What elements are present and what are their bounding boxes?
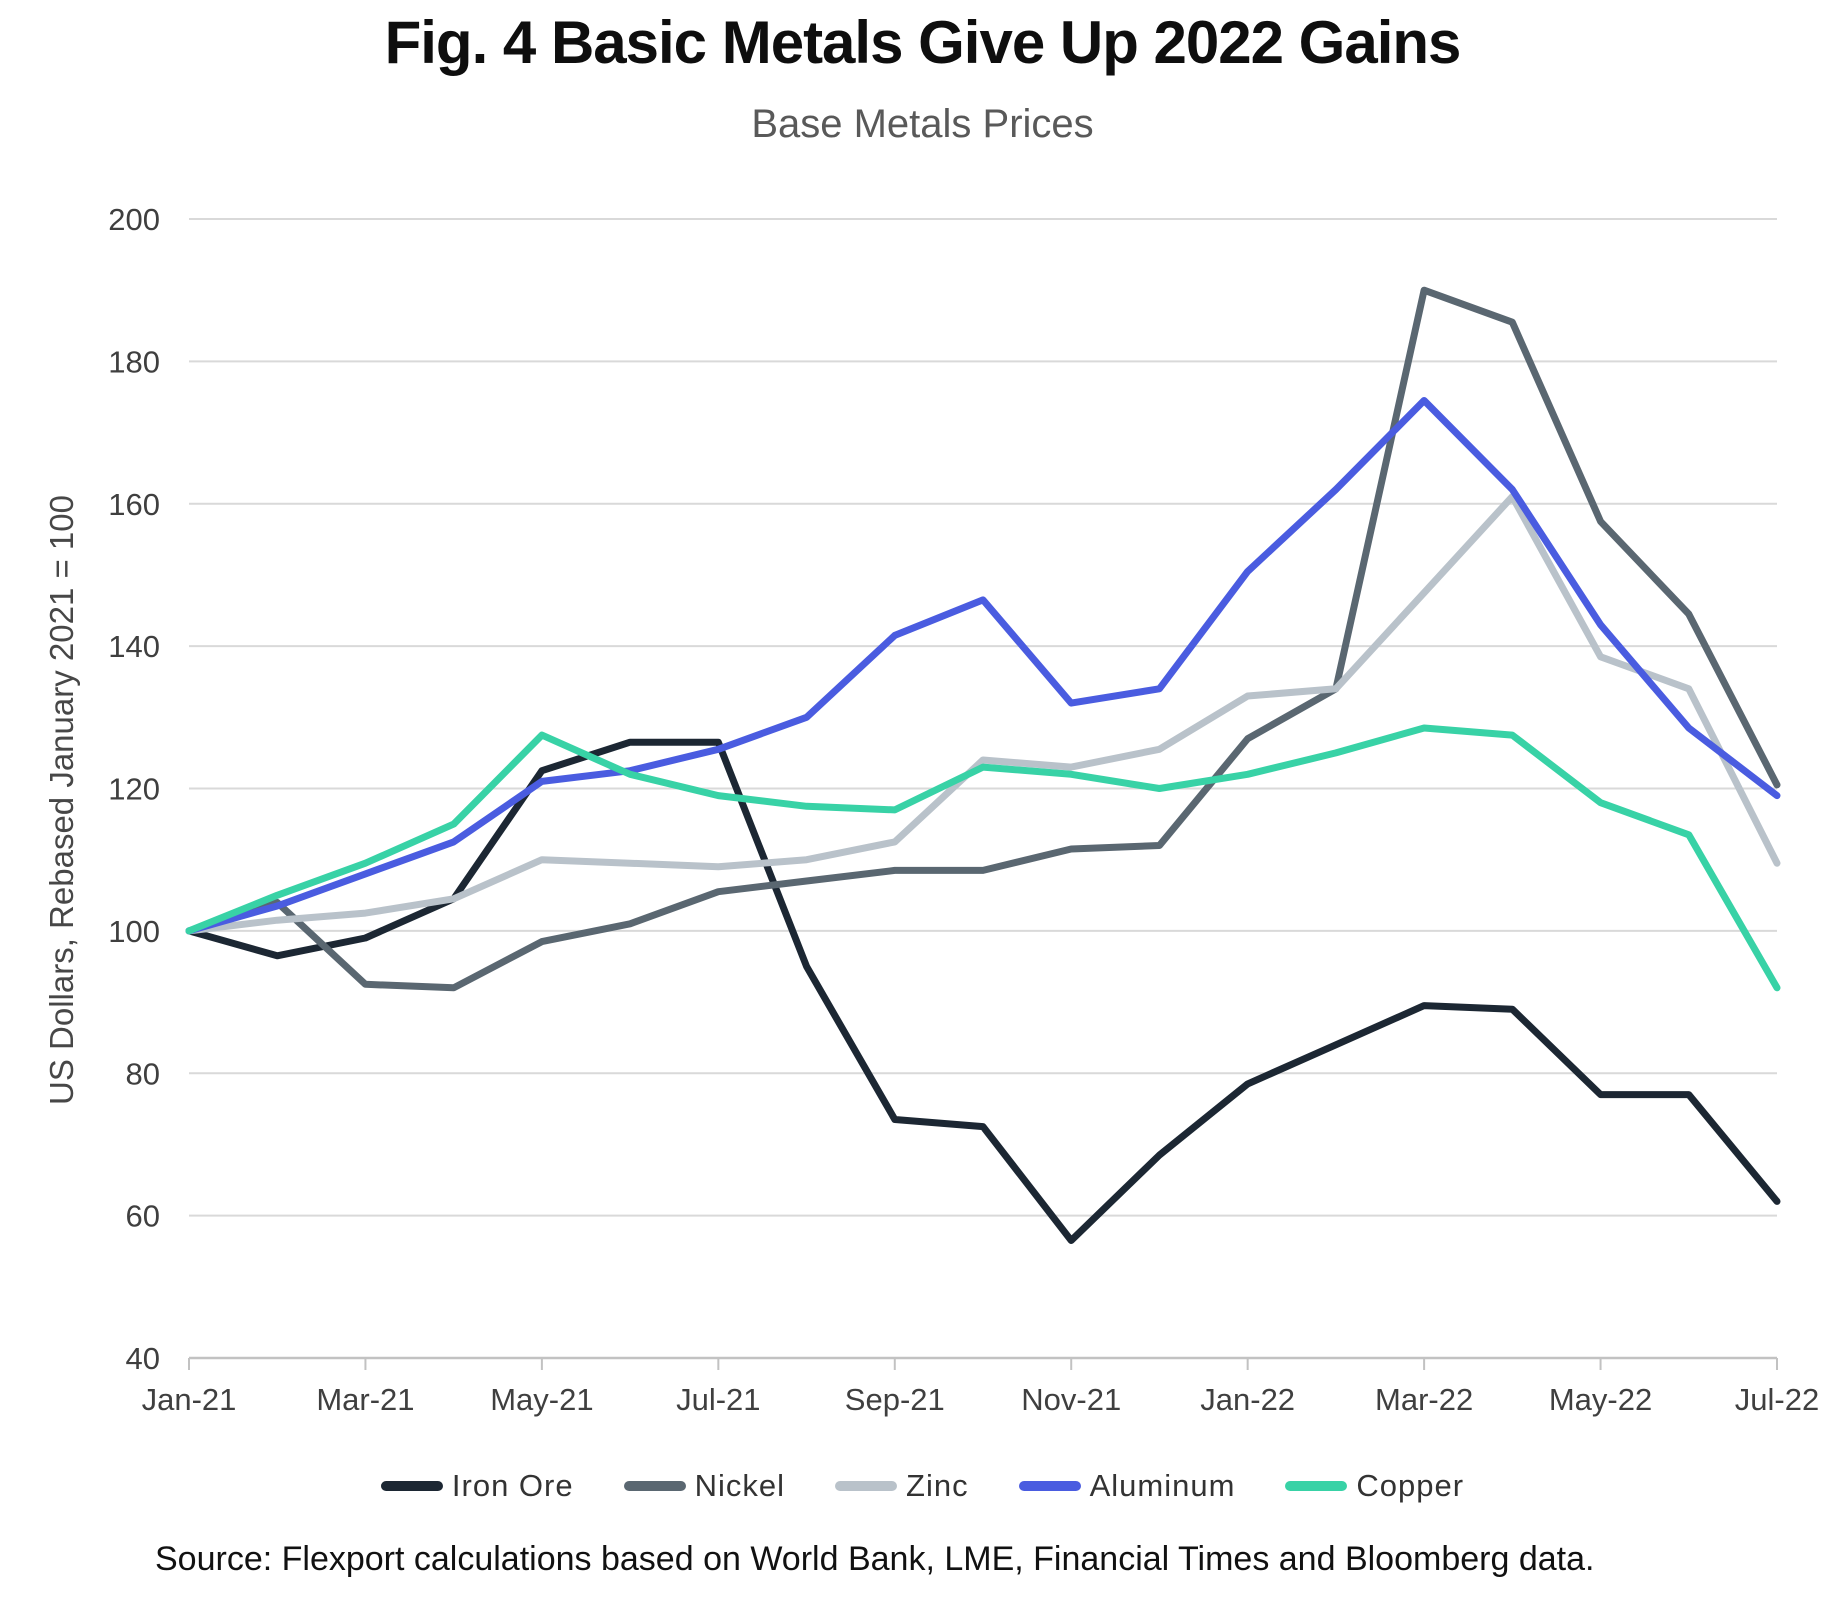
y-tick-label: 160 [108, 487, 160, 522]
x-tick-label: May-22 [1549, 1382, 1652, 1417]
x-tick-label: Sep-21 [845, 1382, 945, 1417]
legend-item-iron-ore: Iron Ore [380, 1468, 574, 1504]
series-line-copper [185, 724, 1781, 992]
series-line-aluminum [185, 397, 1781, 935]
copper-swatch-icon [1285, 1481, 1348, 1491]
y-tick-label: 100 [108, 914, 160, 949]
series-line-iron-ore [185, 738, 1781, 1244]
x-tick-label: Jan-21 [142, 1382, 237, 1417]
x-tick-label: Nov-21 [1021, 1382, 1121, 1417]
aluminum-swatch-icon [1018, 1481, 1081, 1491]
iron-ore-swatch-icon [380, 1481, 443, 1491]
y-tick-label: 120 [108, 772, 160, 807]
y-tick-label: 200 [108, 202, 160, 237]
nickel-swatch-icon [623, 1481, 686, 1491]
y-tick-label: 60 [126, 1199, 160, 1234]
series-line-zinc [185, 493, 1781, 935]
y-tick-label: 180 [108, 344, 160, 379]
chart-title: Fig. 4 Basic Metals Give Up 2022 Gains [384, 9, 1462, 76]
legend-item-zinc: Zinc [835, 1468, 969, 1504]
legend-item-copper: Copper [1285, 1468, 1464, 1504]
x-tick-label: Mar-22 [1375, 1382, 1473, 1417]
source-note: Source: Flexport calculations based on W… [155, 1540, 1595, 1578]
x-tick-label: Jul-21 [676, 1382, 760, 1417]
legend-label: Nickel [694, 1468, 786, 1503]
legend-item-aluminum: Aluminum [1018, 1468, 1236, 1504]
x-tick-label: Mar-21 [316, 1382, 414, 1417]
y-tick-label: 80 [126, 1056, 160, 1091]
x-tick-label: Jul-22 [1735, 1382, 1819, 1417]
legend: Iron Ore Nickel Zinc Aluminum Copper [0, 1468, 1845, 1504]
legend-label: Zinc [906, 1468, 969, 1503]
x-tick-label: Jan-22 [1200, 1382, 1295, 1417]
legend-label: Copper [1356, 1468, 1465, 1503]
series-line-nickel [185, 286, 1781, 992]
y-tick-label: 140 [108, 629, 160, 664]
legend-label: Aluminum [1089, 1468, 1236, 1503]
legend-label: Iron Ore [451, 1468, 574, 1503]
chart-subtitle: Base Metals Prices [751, 102, 1094, 146]
x-tick-label: May-21 [490, 1382, 593, 1417]
legend-item-nickel: Nickel [623, 1468, 786, 1504]
zinc-swatch-icon [835, 1481, 898, 1491]
y-tick-label: 40 [126, 1341, 160, 1376]
